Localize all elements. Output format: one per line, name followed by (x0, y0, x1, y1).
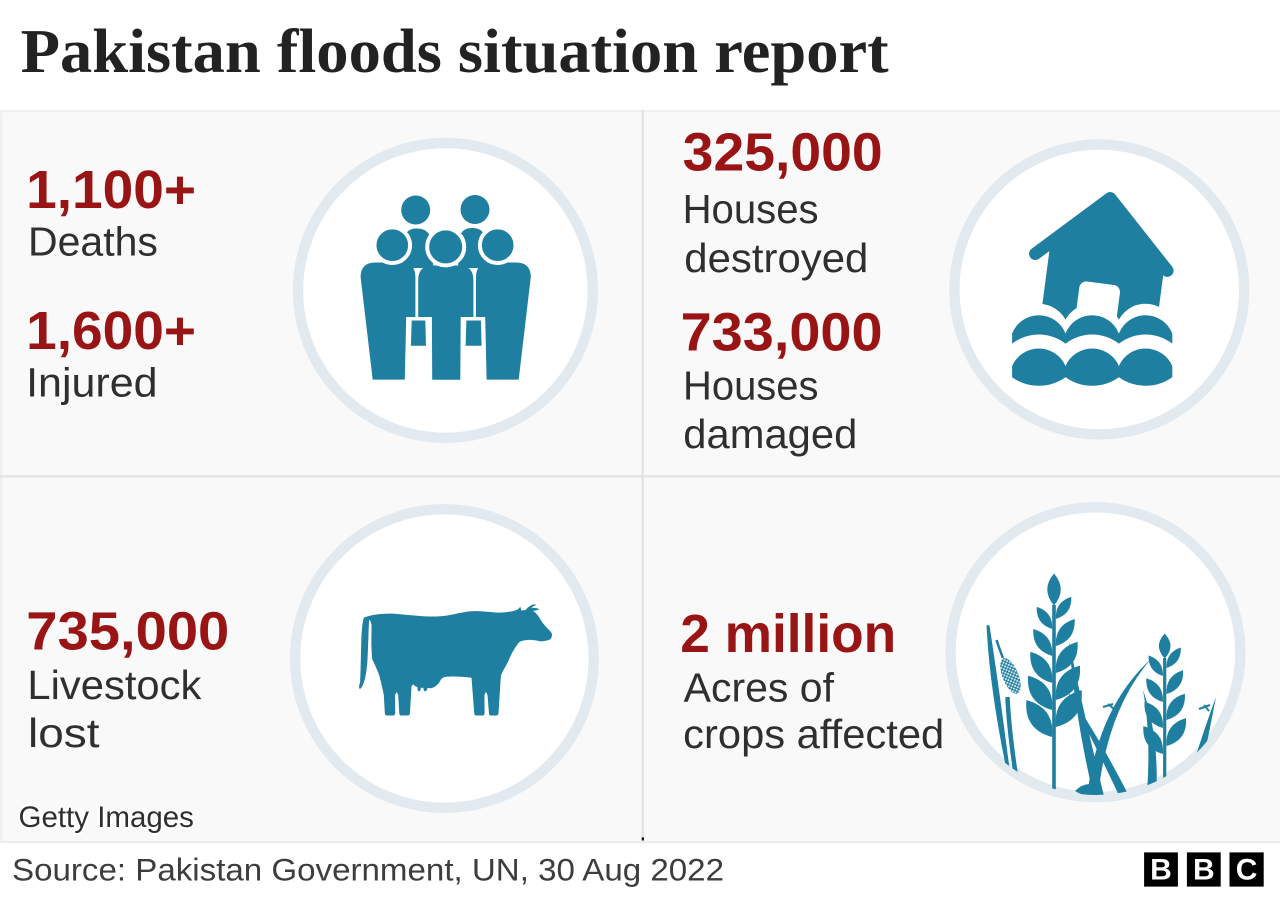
svg-text:B: B (1150, 854, 1172, 887)
svg-text:Pakistan floods situation repo: Pakistan floods situation report (21, 18, 889, 86)
svg-text:Livestock: Livestock (27, 662, 201, 708)
svg-text:Deaths: Deaths (28, 219, 158, 265)
svg-text:Getty Images: Getty Images (19, 801, 194, 834)
svg-text:Injured: Injured (26, 359, 158, 405)
svg-text:destroyed: destroyed (684, 235, 868, 281)
svg-text:C: C (1236, 854, 1258, 887)
svg-text:damaged: damaged (683, 411, 857, 457)
svg-text:Acres of: Acres of (684, 664, 835, 710)
svg-text:lost: lost (28, 710, 100, 756)
svg-text:2 million: 2 million (680, 604, 896, 664)
svg-text:1,600+: 1,600+ (26, 301, 196, 361)
svg-text:733,000: 733,000 (681, 302, 883, 362)
svg-text:Source: Pakistan Government, U: Source: Pakistan Government, UN, 30 Aug … (12, 852, 724, 888)
svg-text:crops affected: crops affected (683, 711, 944, 757)
svg-text:Houses: Houses (683, 186, 819, 232)
svg-text:Houses: Houses (683, 363, 819, 409)
svg-text:735,000: 735,000 (26, 602, 229, 662)
svg-text:B: B (1193, 854, 1215, 887)
svg-text:325,000: 325,000 (683, 122, 883, 182)
svg-text:1,100+: 1,100+ (26, 160, 196, 220)
